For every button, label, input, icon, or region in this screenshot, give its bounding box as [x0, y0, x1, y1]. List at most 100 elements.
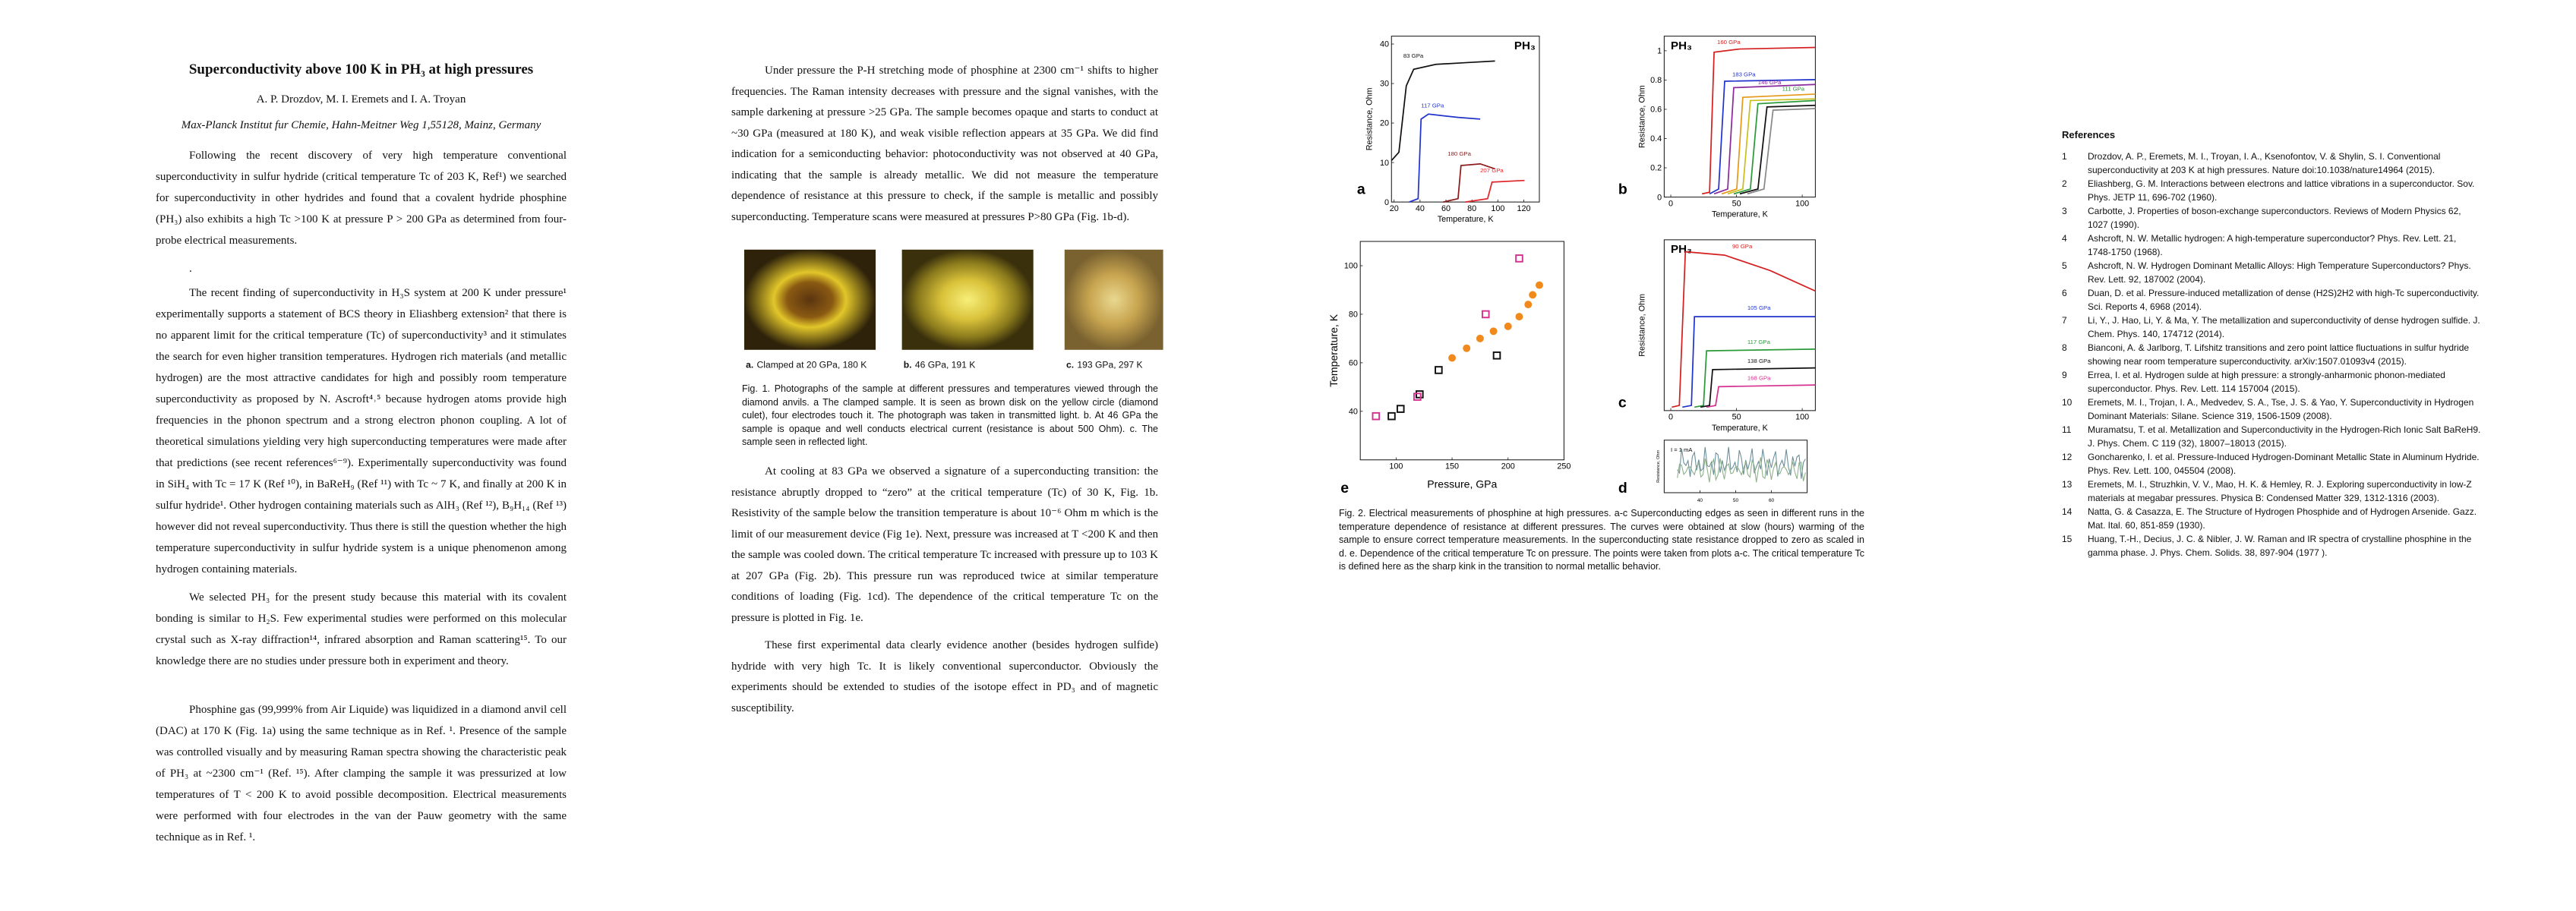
x-tick-label: 50 — [1733, 498, 1739, 503]
panel-letter: e — [1340, 480, 1349, 496]
curve — [1701, 46, 1816, 195]
curve-label: 90 GPa — [1732, 243, 1753, 250]
x-tick-label: 100 — [1491, 204, 1504, 213]
x-tick-label: 100 — [1795, 200, 1809, 209]
reference: 3 Carbotte, J. Properties of boson-exchan… — [2062, 204, 2481, 232]
plot-frame — [1663, 239, 1816, 411]
data-point — [1372, 411, 1381, 421]
paragraph: At cooling at 83 GPa we observed a signa… — [731, 465, 1158, 624]
y-axis-label: Resistance, Ohm — [1637, 294, 1646, 357]
curve — [1672, 251, 1816, 408]
panel-tag: PH₃ — [1671, 39, 1692, 52]
x-tick-label: 20 — [1390, 204, 1399, 213]
x-tick-label: 200 — [1501, 462, 1515, 471]
x-axis-label: Temperature, K — [1712, 424, 1769, 433]
y-tick-label: 40 — [1349, 407, 1358, 416]
reference: 4 Ashcroft, N. W. Metallic hydrogen: A hi… — [2062, 232, 2481, 259]
reference-text: Drozdov, A. P., Eremets, M. I., Troyan, … — [2088, 151, 2441, 175]
x-tick-label: 60 — [1769, 498, 1775, 503]
plot-frame — [1663, 440, 1808, 493]
curve — [1391, 60, 1495, 162]
x-axis-label: Temperature, K — [1438, 215, 1495, 224]
photo-label: a. Clamped at 20 GPa, 180 K — [746, 360, 867, 370]
data-point — [1396, 405, 1405, 413]
y-tick-label: 0 — [1384, 198, 1389, 207]
reference-text: Duan, D. et al. Pressure-induced metalli… — [2088, 288, 2480, 312]
x-tick-label: 0 — [1668, 200, 1673, 209]
paragraph: The recent finding of superconductivity … — [156, 287, 567, 575]
x-tick-label: 50 — [1732, 200, 1741, 209]
column-1: Superconductivity above 100 K in PH₃ at … — [156, 61, 567, 855]
plot-frame — [1663, 36, 1816, 198]
reference: 8 Bianconi, A. & Jarlborg, T. Lifshitz tr… — [2062, 341, 2481, 368]
references-heading: References — [2062, 129, 2116, 140]
curve-label: 146 GPa — [1758, 79, 1782, 86]
reference-text: Eliashberg, G. M. Interactions between e… — [2088, 178, 2475, 203]
y-tick-label: 100 — [1344, 262, 1358, 271]
column-2: Under pressure the P-H stretching mode o… — [731, 61, 1158, 714]
y-tick-label: 40 — [1380, 40, 1389, 49]
data-point — [1524, 301, 1533, 309]
x-tick-label: 150 — [1445, 462, 1459, 471]
photo-text: Clamped at 20 GPa, 180 K — [757, 360, 867, 370]
y-tick-label: 30 — [1380, 80, 1389, 89]
paper-title: Superconductivity above 100 K in PH₃ at … — [188, 61, 534, 77]
paragraph: Under pressure the P-H stretching mode o… — [731, 65, 1158, 223]
figure-2-caption: Fig. 2. Electrical measurements of phosp… — [1339, 508, 1864, 572]
y-axis-label: Temperature, K — [1327, 314, 1340, 387]
data-point — [1515, 313, 1523, 321]
reference: 12 Goncharenko, I. et al. Pressure-Induce… — [2062, 450, 2481, 478]
paragraph: We selected PH₃ for the present study be… — [156, 591, 567, 667]
photo-text: 46 GPa, 191 K — [915, 360, 975, 370]
authors: A. P. Drozdov, M. I. Eremets and I. A. T… — [256, 93, 466, 106]
reference-text: Li, Y., J. Hao, Li, Y. & Ma, Y. The meta… — [2088, 315, 2480, 339]
x-tick-label: 250 — [1557, 462, 1571, 471]
curve-label: 180 GPa — [1447, 150, 1471, 157]
reference-number: 6 — [2062, 288, 2067, 298]
x-tick-label: 60 — [1441, 204, 1451, 213]
y-tick-label: 0 — [1657, 193, 1662, 202]
y-axis-label: Resistance, Ohm — [1637, 85, 1646, 148]
y-axis-label: Resistance, Ohm — [1656, 450, 1661, 483]
x-tick-label: 120 — [1517, 204, 1530, 213]
data-point — [1435, 366, 1443, 374]
x-tick-label: 50 — [1732, 413, 1741, 422]
data-point — [1463, 344, 1471, 352]
y-tick-label: 0.2 — [1650, 164, 1662, 173]
curve-label: 138 GPa — [1747, 358, 1771, 364]
curve-label: 160 GPa — [1717, 39, 1741, 46]
reference-text: Ashcroft, N. W. Hydrogen Dominant Metall… — [2088, 260, 2471, 285]
reference-text: Eremets, M. I., Trojan, I. A., Medvedev,… — [2088, 397, 2474, 421]
reference: 7 Li, Y., J. Hao, Li, Y. & Ma, Y. The met… — [2062, 314, 2481, 341]
reference-text: Huang, T.-H., Decius, J. C. & Nibler, J.… — [2088, 534, 2472, 558]
curve-label: 183 GPa — [1732, 71, 1756, 78]
curve — [1733, 99, 1816, 195]
curve-label: 111 GPa — [1782, 86, 1805, 93]
photo-label: b. 46 GPa, 191 K — [904, 360, 976, 370]
curve-label: 83 GPa — [1403, 52, 1424, 59]
data-point — [1476, 334, 1484, 342]
reference-number: 14 — [2062, 506, 2072, 517]
reference-text: Goncharenko, I. et al. Pressure-Induced … — [2088, 452, 2480, 476]
curve — [1739, 104, 1816, 195]
y-tick-label: 80 — [1349, 310, 1358, 320]
y-tick-label: 10 — [1380, 159, 1389, 168]
curve-label: 117 GPa — [1747, 339, 1771, 345]
panel-tag: PH₃ — [1514, 39, 1536, 52]
reference-number: 15 — [2062, 534, 2072, 544]
data-point — [1481, 310, 1490, 319]
reference-number: 7 — [2062, 315, 2067, 326]
reference: 1 Drozdov, A. P., Eremets, M. I., Troyan,… — [2062, 150, 2481, 177]
reference-text: Eremets, M. I., Struzhkin, V. V., Mao, H… — [2088, 479, 2472, 503]
curve-label: 105 GPa — [1747, 304, 1771, 311]
reference-text: Muramatsu, T. et al. Metallization and S… — [2088, 424, 2481, 449]
curve — [1694, 348, 1816, 408]
panel-letter: c — [1618, 395, 1627, 411]
reference-number: 2 — [2062, 178, 2067, 189]
y-tick-label: 1 — [1657, 47, 1662, 56]
reference: 15 Huang, T.-H., Decius, J. C. & Nibler, … — [2062, 532, 2481, 560]
paragraph: These first experimental data clearly ev… — [731, 639, 1158, 714]
affiliation: Max-Planck Institut fur Chemie, Hahn-Mei… — [181, 119, 541, 131]
data-point — [1415, 390, 1424, 399]
